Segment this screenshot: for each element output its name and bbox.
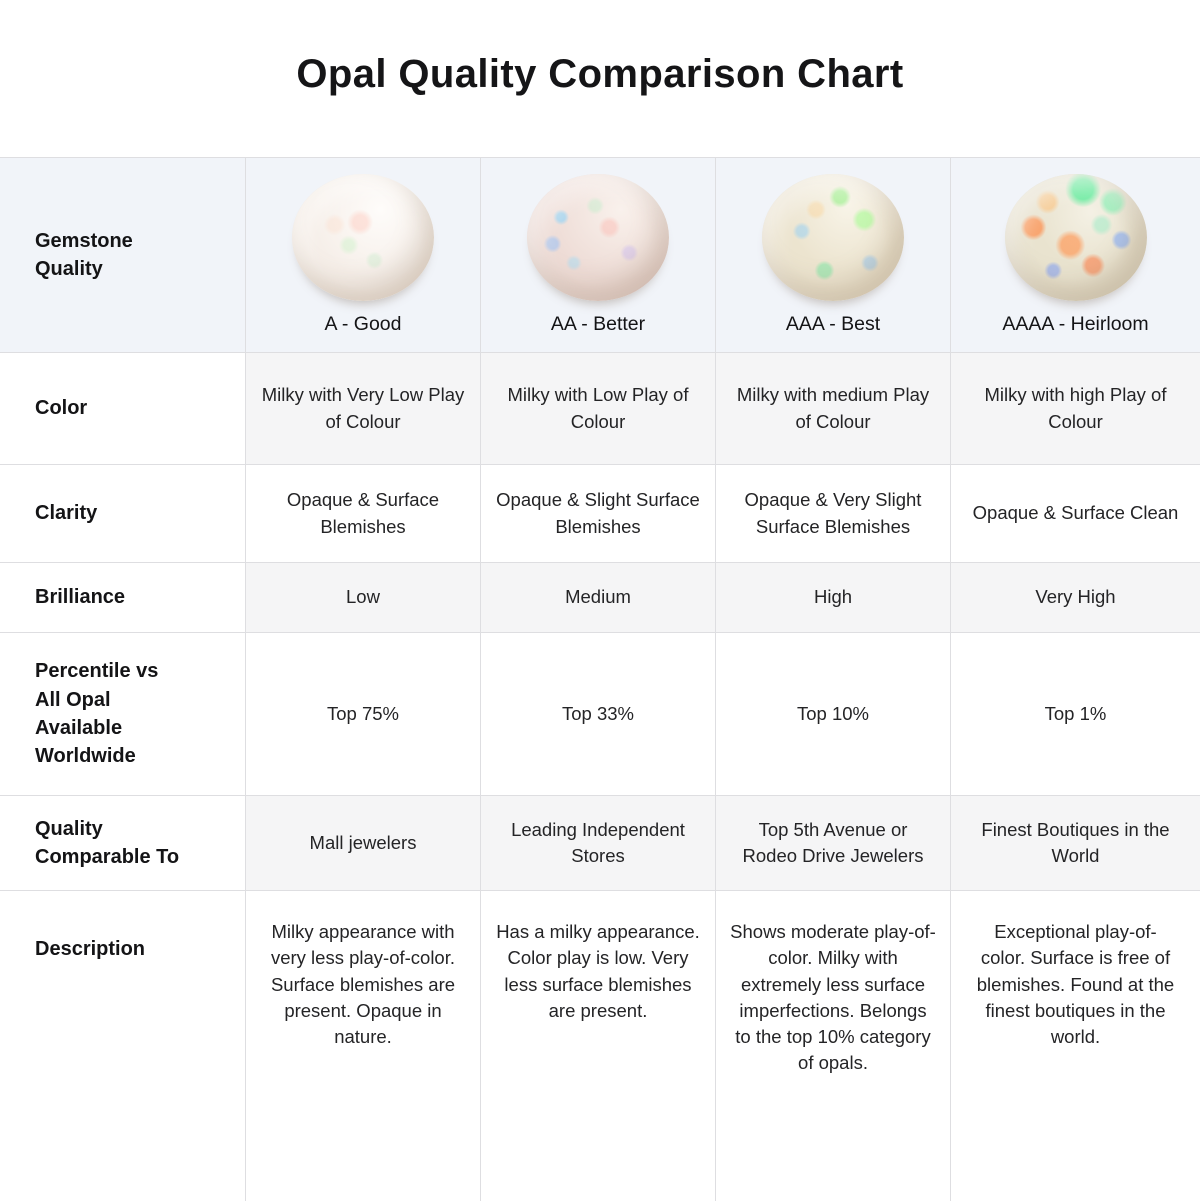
cell-text: Milky appearance with very less play-of-… [270, 921, 456, 1048]
quality-value-aaa: Top 5th Avenue or Rodeo Drive Jewelers [716, 796, 951, 891]
grade-label-aaaa: AAAA - Heirloom [1002, 313, 1149, 335]
comparison-table: Gemstone Quality A - Good AA - Better AA… [0, 157, 1200, 1201]
clarity-value-a: Opaque & Surface Blemishes [246, 465, 481, 563]
cell-text: High [813, 586, 853, 608]
grade-cell-aaaa: AAAA - Heirloom [951, 158, 1200, 353]
row-color: Color Milky with Very Low Play of Colour… [0, 353, 1200, 465]
description-value-a: Milky appearance with very less play-of-… [246, 891, 481, 1201]
cell-text: Leading Independent Stores [511, 818, 685, 866]
cell-text: Top 75% [327, 702, 399, 724]
opal-aaaa-heirloom-image [1004, 174, 1147, 301]
cell-text: Milky with Low Play of Colour [507, 384, 689, 432]
color-value-a: Milky with Very Low Play of Colour [246, 353, 481, 465]
row-brilliance: Brilliance Low Medium High Very High [0, 563, 1200, 633]
cell-text: Opaque & Very Slight Surface Blemishes [744, 489, 922, 537]
cell-text: Has a milky appearance. Color play is lo… [496, 921, 700, 1021]
row-label-description: Description [0, 891, 246, 1201]
cell-text: Top 10% [797, 702, 869, 724]
opal-aa-better-image [527, 174, 669, 301]
clarity-value-aaa: Opaque & Very Slight Surface Blemishes [716, 465, 951, 563]
grade-label-aaa: AAA - Best [785, 313, 881, 335]
brilliance-value-aa: Medium [481, 563, 716, 633]
cell-text: Milky with high Play of Colour [984, 384, 1167, 432]
row-label-text: Percentile vs All Opal Available Worldwi… [35, 660, 159, 768]
quality-value-a: Mall jewelers [246, 796, 481, 891]
row-clarity: Clarity Opaque & Surface Blemishes Opaqu… [0, 465, 1200, 563]
cell-text: Exceptional play-of-color. Surface is fr… [976, 921, 1175, 1048]
row-label-brilliance: Brilliance [0, 563, 246, 633]
grade-label-a: A - Good [324, 313, 402, 335]
corner-label-cell: Gemstone Quality [0, 158, 246, 353]
cell-text: Shows moderate play-of-color. Milky with… [730, 921, 936, 1074]
quality-value-aa: Leading Independent Stores [481, 796, 716, 891]
page-title: Opal Quality Comparison Chart [296, 52, 904, 96]
grade-cell-aa: AA - Better [481, 158, 716, 353]
row-label-text: Clarity [35, 502, 98, 525]
grade-cell-a: A - Good [246, 158, 481, 353]
description-value-aaaa: Exceptional play-of-color. Surface is fr… [951, 891, 1200, 1201]
cell-text: Top 5th Avenue or Rodeo Drive Jewelers [742, 818, 924, 866]
brilliance-value-aaaa: Very High [951, 563, 1200, 633]
cell-text: Opaque & Slight Surface Blemishes [496, 489, 700, 537]
percentile-value-a: Top 75% [246, 633, 481, 796]
description-value-aaa: Shows moderate play-of-color. Milky with… [716, 891, 951, 1201]
cell-text: Mall jewelers [309, 831, 417, 853]
cell-text: Top 1% [1044, 702, 1107, 724]
row-label-text: Description [35, 938, 146, 960]
color-value-aaaa: Milky with high Play of Colour [951, 353, 1200, 465]
grade-label-aa: AA - Better [550, 313, 646, 335]
cell-text: Milky with Very Low Play of Colour [261, 384, 465, 432]
percentile-value-aa: Top 33% [481, 633, 716, 796]
percentile-value-aaa: Top 10% [716, 633, 951, 796]
row-label-clarity: Clarity [0, 465, 246, 563]
corner-label: Gemstone Quality [35, 229, 133, 280]
quality-value-aaaa: Finest Boutiques in the World [951, 796, 1200, 891]
row-label-text: Quality Comparable To [35, 817, 180, 868]
brilliance-value-aaa: High [716, 563, 951, 633]
cell-text: Opaque & Surface Blemishes [286, 489, 440, 537]
cell-text: Medium [565, 586, 631, 608]
row-label-quality-comparable: Quality Comparable To [0, 796, 246, 891]
color-value-aa: Milky with Low Play of Colour [481, 353, 716, 465]
cell-text: Opaque & Surface Clean [972, 502, 1179, 524]
row-quality-comparable: Quality Comparable To Mall jewelers Lead… [0, 796, 1200, 891]
grade-cell-aaa: AAA - Best [716, 158, 951, 353]
cell-text: Very High [1035, 586, 1116, 608]
title-bar: Opal Quality Comparison Chart [0, 0, 1200, 157]
clarity-value-aaaa: Opaque & Surface Clean [951, 465, 1200, 563]
row-label-percentile: Percentile vs All Opal Available Worldwi… [0, 633, 246, 796]
row-label-color: Color [0, 353, 246, 465]
cell-text: Top 33% [562, 702, 634, 724]
brilliance-value-a: Low [246, 563, 481, 633]
description-value-aa: Has a milky appearance. Color play is lo… [481, 891, 716, 1201]
cell-text: Low [346, 586, 380, 608]
header-row: Gemstone Quality A - Good AA - Better AA… [0, 158, 1200, 353]
color-value-aaa: Milky with medium Play of Colour [716, 353, 951, 465]
cell-text: Finest Boutiques in the World [981, 818, 1170, 866]
row-percentile: Percentile vs All Opal Available Worldwi… [0, 633, 1200, 796]
row-label-text: Color [35, 397, 88, 420]
clarity-value-aa: Opaque & Slight Surface Blemishes [481, 465, 716, 563]
percentile-value-aaaa: Top 1% [951, 633, 1200, 796]
opal-a-good-image [292, 174, 434, 301]
row-label-text: Brilliance [35, 586, 126, 609]
cell-text: Milky with medium Play of Colour [736, 384, 930, 432]
opal-aaa-best-image [762, 174, 904, 301]
row-description: Description Milky appearance with very l… [0, 891, 1200, 1201]
